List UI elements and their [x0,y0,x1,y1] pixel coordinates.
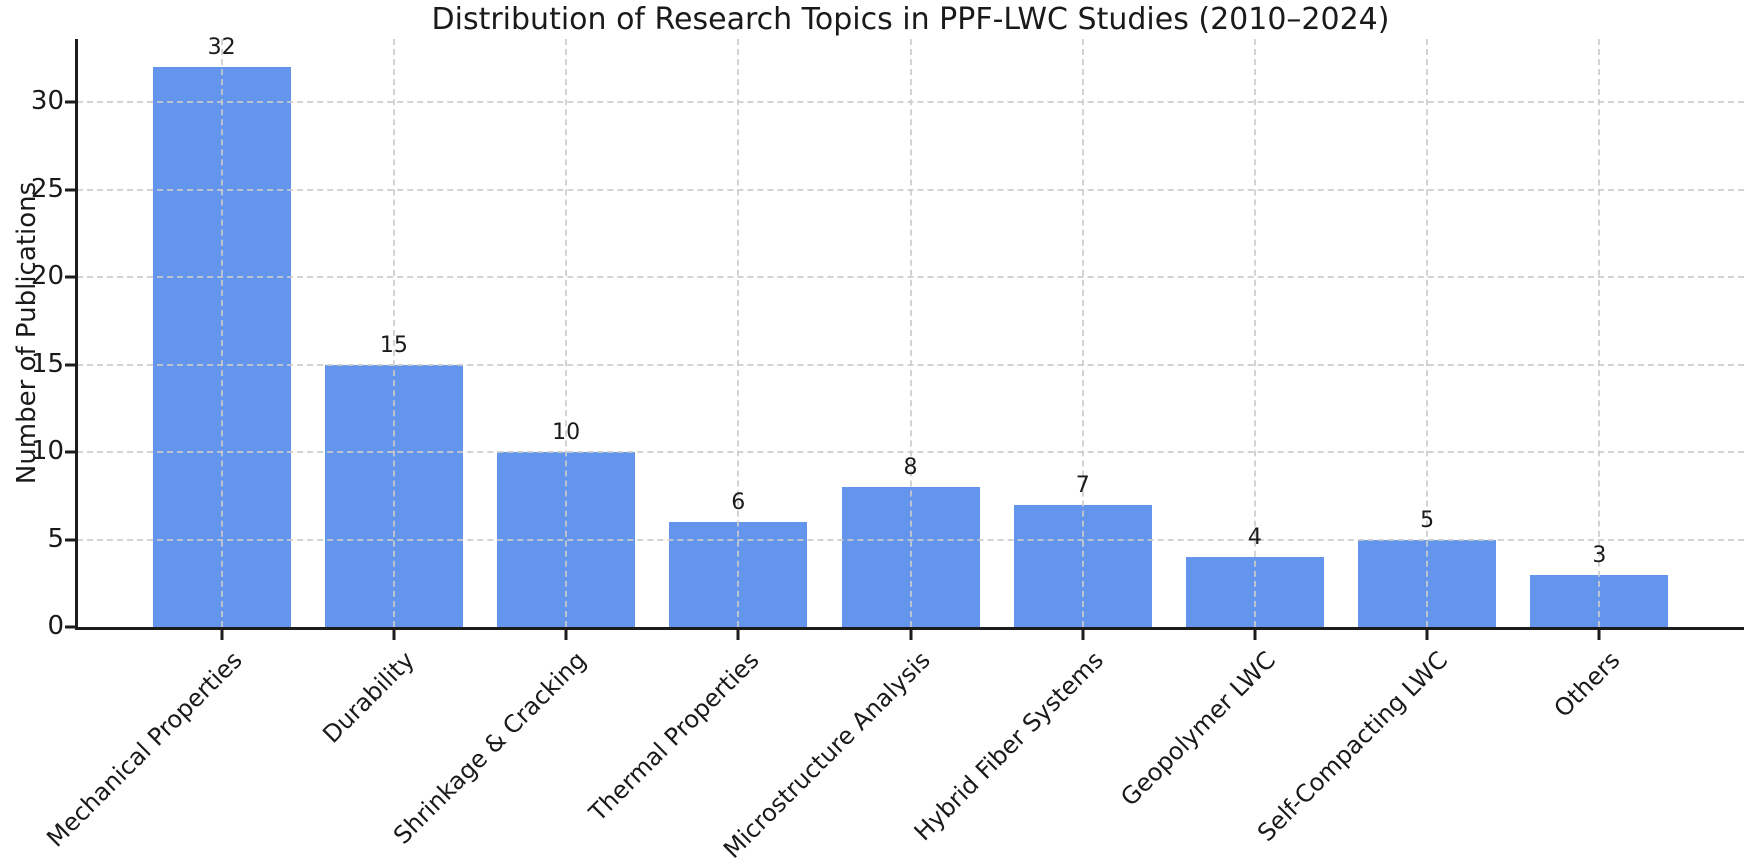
x-tick-label: Geopolymer LWC [1115,646,1281,812]
x-tick-label: Others [1548,646,1626,723]
x-tick-mark [564,630,568,640]
y-tick-mark [65,450,76,454]
x-tick-mark [1597,630,1601,640]
x-tick-mark [1081,630,1085,640]
y-tick-label: 15 [30,348,64,379]
bars-layer [77,39,1744,627]
bar [669,522,808,627]
bar [1530,574,1669,627]
bar [1185,557,1324,627]
x-tick-label: Hybrid Fiber Systems [908,646,1109,847]
y-axis-spine [75,39,78,630]
y-tick-mark [65,625,76,629]
x-tick-label: Self-Compacting LWC [1251,646,1453,847]
x-axis-spine [75,627,1744,630]
bar [152,67,291,627]
y-tick-mark [65,100,76,104]
x-tick-mark [736,630,740,640]
y-tick-mark [65,538,76,541]
x-tick-label: Durability [317,646,420,749]
y-tick-mark [65,275,76,279]
bar [841,487,980,627]
chart-title: Distribution of Research Topics in PPF-L… [431,2,1390,37]
bar [1358,539,1497,627]
x-tick-label: Shrinkage & Cracking [388,646,592,850]
y-tick-label: 10 [30,435,64,466]
y-tick-mark [65,363,76,366]
y-tick-label: 5 [47,523,64,554]
x-tick-label: Mechanical Properties [41,646,248,853]
plot-area: 32 15 10 6 8 7 4 5 3 [77,35,1744,627]
y-tick-label: 30 [30,85,64,116]
x-tick-mark [220,630,224,640]
x-tick-mark [1425,630,1429,640]
x-tick-mark [909,630,912,640]
bar [324,364,463,627]
x-tick-mark [1253,630,1257,640]
y-tick-label: 0 [47,610,64,641]
y-tick-mark [65,188,76,191]
bar [1013,504,1152,627]
x-tick-label: Thermal Properties [583,646,765,827]
y-tick-label: 25 [30,173,64,204]
y-tick-label: 20 [30,260,64,291]
x-tick-mark [392,630,396,640]
bar [497,452,636,627]
